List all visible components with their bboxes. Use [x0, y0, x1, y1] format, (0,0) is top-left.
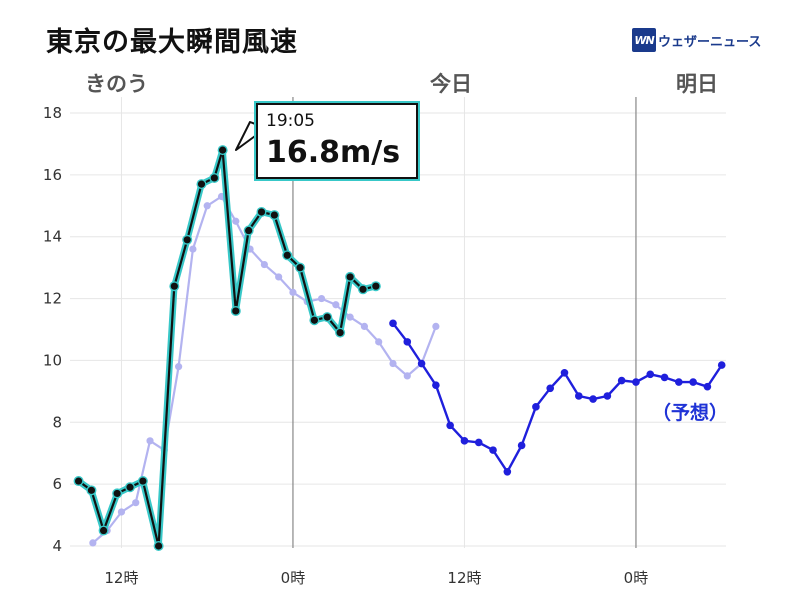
day-label-today: 今日: [430, 72, 472, 96]
y-tick-label: 14: [43, 228, 62, 246]
forecast-point: [589, 395, 597, 403]
max-gust-callout: 19:05 16.8m/s: [256, 103, 418, 179]
forecast-point: [675, 378, 683, 386]
comparison-point: [375, 338, 383, 346]
comparison-point: [146, 437, 154, 445]
observed-series-line: [77, 149, 377, 548]
logo-text: ウェザーニュース: [658, 34, 762, 50]
forecast-point: [503, 467, 512, 476]
observed-point: [87, 486, 96, 494]
comparison-point: [289, 288, 297, 296]
forecast-point: [546, 384, 555, 393]
comparison-point: [189, 245, 197, 253]
observed-point: [323, 313, 331, 321]
forecast-point: [660, 373, 669, 382]
observed-point: [74, 477, 83, 485]
forecast-point: [532, 403, 540, 411]
y-tick-label: 16: [43, 166, 62, 184]
observed-point: [113, 489, 121, 498]
forecast-point: [603, 392, 612, 400]
forecast-point: [446, 421, 454, 430]
comparison-point: [317, 294, 326, 303]
forecast-point: [560, 369, 569, 377]
forecast-point: [432, 381, 440, 389]
comparison-point: [132, 499, 140, 507]
observed-point: [310, 316, 318, 324]
comparison-point: [346, 313, 354, 321]
comparison-point: [389, 359, 397, 368]
forecast-point: [632, 378, 640, 386]
observed-point: [232, 307, 240, 315]
x-tick-label: 0時: [624, 569, 649, 587]
callout-time: 19:05: [266, 111, 315, 131]
day-label-tomorrow: 明日: [676, 72, 718, 96]
forecast-point: [517, 441, 526, 450]
comparison-point: [432, 322, 440, 331]
forecast-point: [403, 338, 412, 346]
forecast-point: [703, 382, 712, 391]
forecast-point: [474, 438, 483, 447]
comparison-point: [260, 260, 268, 269]
y-tick-label: 8: [52, 413, 62, 431]
x-tick-label: 0時: [281, 569, 306, 587]
observed-point: [139, 477, 147, 485]
y-tick-label: 10: [43, 351, 62, 369]
forecast-point: [389, 319, 397, 328]
observed-point: [257, 208, 266, 216]
comparison-point: [175, 363, 183, 371]
comparison-point: [332, 301, 340, 309]
observed-point: [183, 236, 191, 244]
observed-point: [170, 282, 178, 290]
comparison-point: [360, 322, 369, 331]
observed-point: [296, 264, 304, 272]
forecast-point: [489, 446, 497, 454]
forecast-point: [717, 361, 726, 369]
callout-value: 16.8m/s: [266, 135, 401, 170]
logo-mark: WN: [632, 28, 656, 52]
observed-point: [245, 226, 253, 235]
forecast-point: [617, 376, 626, 385]
observed-point: [346, 273, 354, 281]
day-label-yesterday: きのう: [85, 72, 148, 96]
comparison-point: [403, 372, 411, 380]
y-tick-label: 4: [52, 537, 62, 555]
x-tick-label: 12時: [447, 569, 481, 587]
weathernews-logo: WN ウェザーニュース: [632, 28, 761, 52]
observed-point: [210, 174, 218, 182]
x-tick-label: 12時: [104, 569, 138, 587]
observed-point: [336, 328, 344, 337]
chart-title: 東京の最大瞬間風速: [46, 27, 298, 58]
observed-point: [270, 211, 278, 219]
comparison-point: [203, 202, 211, 210]
y-tick-label: 6: [52, 475, 62, 493]
y-tick-label: 18: [43, 104, 62, 122]
observed-point: [219, 146, 227, 154]
observed-point: [372, 282, 380, 290]
y-tick-label: 12: [43, 290, 62, 308]
observed-point: [283, 251, 291, 259]
forecast-point: [646, 370, 655, 379]
observed-point: [126, 483, 134, 491]
observed-point: [155, 542, 163, 550]
observed-point: [197, 180, 206, 188]
forecast-point: [417, 359, 426, 368]
comparison-point: [89, 539, 97, 547]
forecast-point: [689, 378, 697, 386]
forecast-label: （予想）: [652, 402, 729, 424]
forecast-point: [574, 392, 583, 400]
comparison-point: [275, 273, 283, 281]
forecast-point: [460, 437, 469, 445]
observed-point: [99, 526, 108, 535]
comparison-point: [117, 508, 126, 516]
comparison-point: [232, 217, 240, 225]
observed-point: [359, 285, 367, 293]
